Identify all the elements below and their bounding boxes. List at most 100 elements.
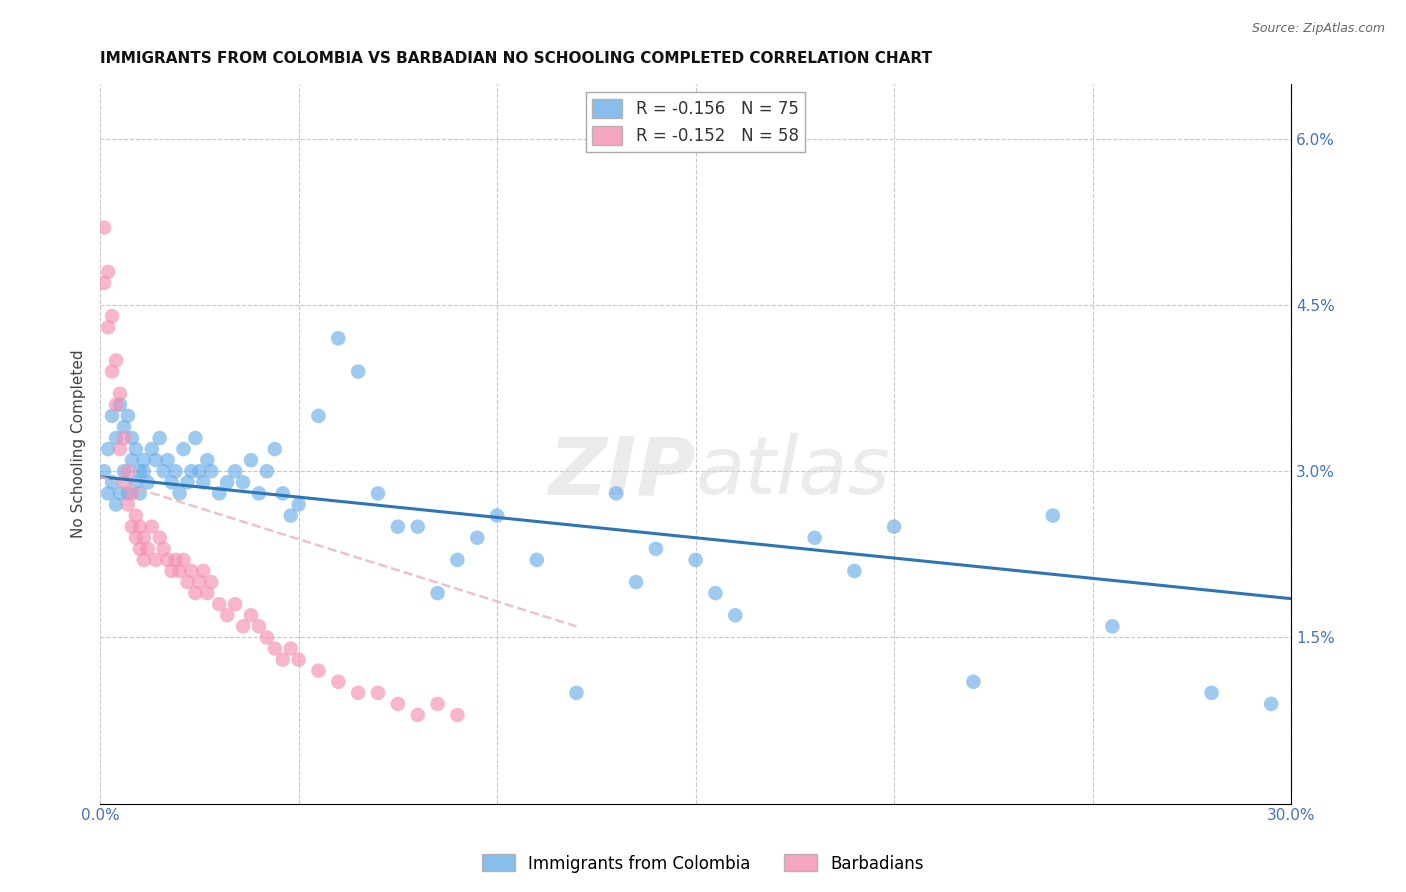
- Point: [486, 508, 509, 523]
- Point: [105, 431, 128, 445]
- Point: [149, 531, 172, 545]
- Point: [308, 409, 330, 423]
- Point: [1260, 697, 1282, 711]
- Point: [97, 486, 120, 500]
- Point: [125, 442, 148, 456]
- Y-axis label: No Schooling Completed: No Schooling Completed: [72, 350, 86, 538]
- Point: [117, 498, 139, 512]
- Point: [263, 442, 285, 456]
- Point: [1201, 686, 1223, 700]
- Point: [406, 519, 429, 533]
- Point: [117, 464, 139, 478]
- Legend: Immigrants from Colombia, Barbadians: Immigrants from Colombia, Barbadians: [475, 847, 931, 880]
- Point: [193, 475, 215, 490]
- Point: [132, 553, 155, 567]
- Point: [883, 519, 905, 533]
- Point: [224, 464, 246, 478]
- Point: [271, 652, 294, 666]
- Point: [644, 541, 666, 556]
- Point: [271, 486, 294, 500]
- Point: [101, 365, 124, 379]
- Point: [308, 664, 330, 678]
- Point: [217, 475, 239, 490]
- Point: [152, 541, 174, 556]
- Point: [156, 453, 179, 467]
- Point: [125, 531, 148, 545]
- Point: [128, 486, 150, 500]
- Point: [128, 519, 150, 533]
- Point: [121, 519, 143, 533]
- Point: [193, 564, 215, 578]
- Text: ZIP: ZIP: [548, 434, 696, 511]
- Point: [426, 586, 449, 600]
- Point: [247, 619, 270, 633]
- Point: [446, 553, 468, 567]
- Point: [256, 631, 278, 645]
- Point: [152, 464, 174, 478]
- Point: [188, 464, 211, 478]
- Point: [247, 486, 270, 500]
- Point: [93, 276, 115, 290]
- Point: [803, 531, 825, 545]
- Point: [1042, 508, 1064, 523]
- Point: [240, 608, 263, 623]
- Point: [105, 353, 128, 368]
- Point: [195, 453, 218, 467]
- Point: [724, 608, 747, 623]
- Point: [173, 442, 195, 456]
- Point: [426, 697, 449, 711]
- Point: [93, 464, 115, 478]
- Point: [136, 475, 159, 490]
- Point: [165, 464, 187, 478]
- Point: [112, 475, 135, 490]
- Text: Source: ZipAtlas.com: Source: ZipAtlas.com: [1251, 22, 1385, 36]
- Point: [256, 464, 278, 478]
- Point: [101, 409, 124, 423]
- Point: [108, 486, 131, 500]
- Point: [240, 453, 263, 467]
- Point: [141, 442, 163, 456]
- Point: [232, 619, 254, 633]
- Point: [125, 508, 148, 523]
- Point: [108, 386, 131, 401]
- Point: [605, 486, 627, 500]
- Point: [624, 575, 647, 590]
- Point: [160, 475, 183, 490]
- Point: [446, 708, 468, 723]
- Point: [347, 686, 370, 700]
- Text: IMMIGRANTS FROM COLOMBIA VS BARBADIAN NO SCHOOLING COMPLETED CORRELATION CHART: IMMIGRANTS FROM COLOMBIA VS BARBADIAN NO…: [100, 51, 932, 66]
- Point: [280, 641, 302, 656]
- Point: [121, 486, 143, 500]
- Point: [117, 486, 139, 500]
- Point: [195, 586, 218, 600]
- Point: [97, 442, 120, 456]
- Point: [962, 674, 984, 689]
- Point: [101, 309, 124, 323]
- Point: [105, 498, 128, 512]
- Point: [165, 553, 187, 567]
- Point: [287, 652, 309, 666]
- Point: [526, 553, 548, 567]
- Point: [188, 575, 211, 590]
- Point: [200, 464, 222, 478]
- Point: [101, 475, 124, 490]
- Point: [184, 431, 207, 445]
- Point: [387, 519, 409, 533]
- Point: [263, 641, 285, 656]
- Point: [112, 420, 135, 434]
- Point: [184, 586, 207, 600]
- Point: [704, 586, 727, 600]
- Point: [125, 475, 148, 490]
- Point: [105, 398, 128, 412]
- Point: [1101, 619, 1123, 633]
- Legend: R = -0.156   N = 75, R = -0.152   N = 58: R = -0.156 N = 75, R = -0.152 N = 58: [586, 92, 806, 152]
- Point: [97, 320, 120, 334]
- Point: [108, 442, 131, 456]
- Point: [173, 553, 195, 567]
- Point: [180, 564, 202, 578]
- Point: [328, 331, 350, 345]
- Point: [208, 597, 231, 611]
- Point: [145, 553, 167, 567]
- Point: [97, 265, 120, 279]
- Point: [347, 365, 370, 379]
